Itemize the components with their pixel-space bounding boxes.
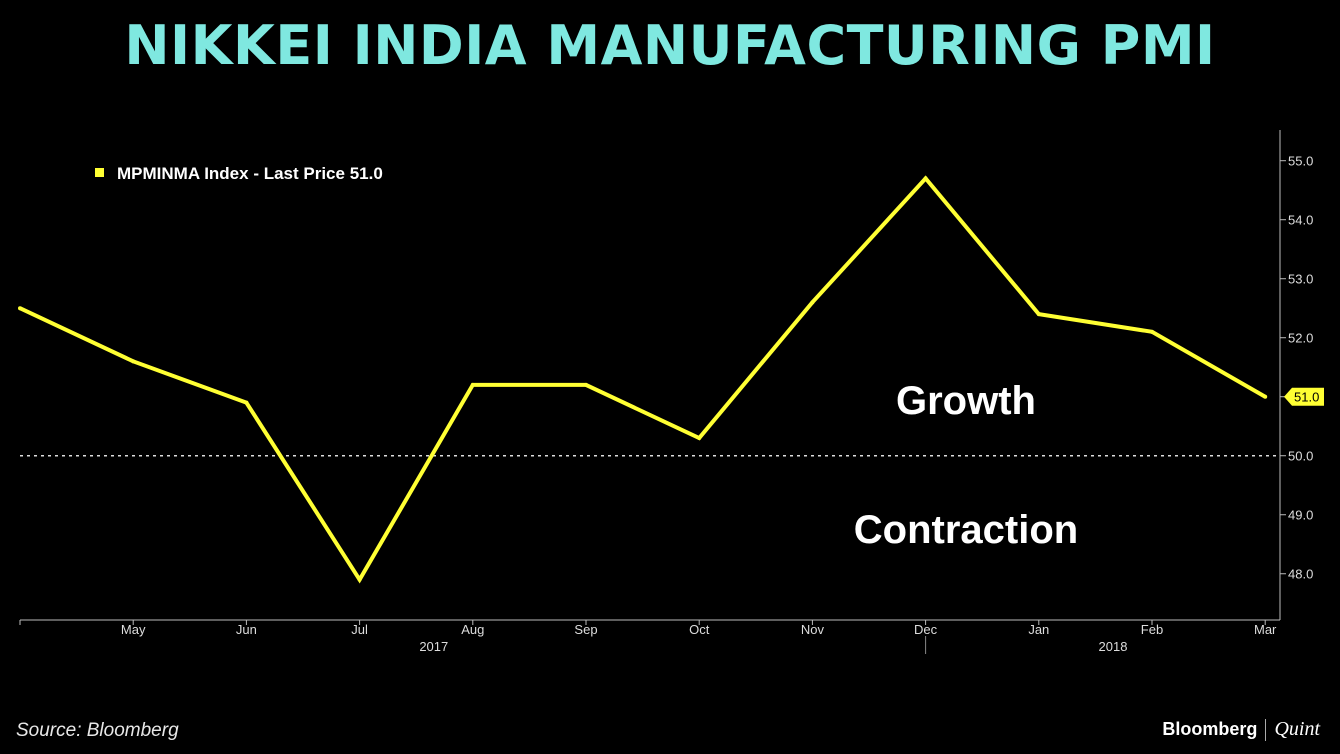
legend: MPMINMA Index - Last Price 51.0 <box>95 164 383 183</box>
last-value-badge <box>1284 387 1324 406</box>
year-label: 2017 <box>419 639 448 654</box>
legend-label: MPMINMA Index - Last Price 51.0 <box>117 164 383 183</box>
data-point-dec <box>923 176 928 181</box>
x-tick-label: Feb <box>1141 622 1163 637</box>
x-tick-label: Dec <box>914 622 938 637</box>
data-point-oct <box>697 436 702 441</box>
y-tick-label: 54.0 <box>1288 213 1313 228</box>
last-value-label: 51.0 <box>1294 390 1319 405</box>
data-point-sep <box>584 382 588 387</box>
annotations: Growth Contraction <box>854 379 1078 552</box>
legend-swatch <box>95 168 104 177</box>
brand-divider <box>1265 719 1267 742</box>
y-tick-label: 55.0 <box>1288 154 1313 169</box>
brand-primary: Bloomberg <box>1162 719 1258 739</box>
data-point-jun <box>244 400 249 405</box>
data-point-may <box>131 359 136 364</box>
data-point-jan <box>1036 312 1041 317</box>
axes: 48.0 49.0 50.0 52.0 53.0 54.0 55.0 May Jun Jul Aug… <box>19 130 1313 654</box>
annotation-contraction: Contraction <box>854 508 1078 552</box>
year-label: 2018 <box>1099 639 1128 654</box>
y-tick-label: 49.0 <box>1288 508 1313 523</box>
series-group: 51.0 <box>18 175 1324 584</box>
annotation-growth: Growth <box>896 379 1036 423</box>
y-tick-label: 53.0 <box>1288 272 1313 287</box>
data-point-aug <box>470 382 475 387</box>
x-tick-label: Aug <box>461 622 484 637</box>
data-point-jul <box>357 577 362 582</box>
x-tick-label: Jun <box>236 622 257 637</box>
x-tick-label: May <box>121 622 146 637</box>
x-tick-label: Sep <box>574 622 597 637</box>
x-tick-label: Nov <box>801 622 825 637</box>
data-point-apr <box>18 306 22 311</box>
y-tick-label: 50.0 <box>1288 449 1313 464</box>
x-tick-label: Oct <box>689 622 710 637</box>
data-point-feb <box>1150 329 1154 334</box>
chart-title: NIKKEI INDIA MANUFACTURING PMI <box>124 14 1216 77</box>
brand-secondary: Quint <box>1274 718 1320 740</box>
data-point-nov <box>810 300 815 305</box>
y-tick-label: 48.0 <box>1288 567 1313 582</box>
x-tick-label: Mar <box>1254 622 1277 637</box>
y-tick-label: 52.0 <box>1288 331 1313 346</box>
x-tick-label: Jan <box>1028 622 1049 637</box>
source-note: Source: Bloomberg <box>16 720 179 741</box>
brand-logo: Bloomberg Quint <box>1162 718 1320 742</box>
data-point-mar <box>1263 394 1268 399</box>
series-line-mpminma <box>19 175 1267 584</box>
x-tick-label: Jul <box>351 622 368 637</box>
